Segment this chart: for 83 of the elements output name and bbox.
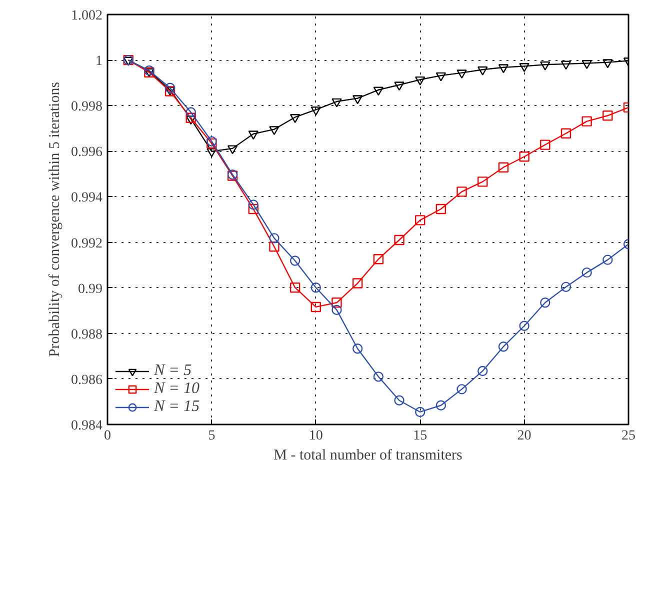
point (436, 400, 446, 410)
point (186, 107, 196, 118)
y-tick-label: 0.998 (71, 100, 102, 115)
point (394, 395, 404, 406)
point (560, 60, 572, 70)
x-tick-label: 25 (622, 428, 636, 444)
point (602, 110, 613, 121)
y-tick-label: 1 (96, 54, 102, 70)
x-tick-label: 0 (104, 428, 111, 444)
point (206, 138, 217, 149)
y-tick-label: 0.988 (71, 327, 102, 342)
point (186, 112, 196, 124)
point (582, 60, 592, 70)
legend-label: N = 5 (154, 362, 192, 380)
point (602, 254, 613, 265)
x-tick-label: 10 (308, 428, 323, 444)
x-tick-label: 5 (208, 428, 216, 444)
legend-label: N = 10 (154, 380, 200, 398)
point (290, 282, 300, 293)
y-tick-label: 0.994 (71, 190, 102, 206)
point (498, 64, 509, 74)
point (478, 366, 488, 376)
x-tick-label: 20 (517, 428, 532, 444)
point (560, 282, 572, 292)
point (498, 162, 509, 172)
point (227, 145, 238, 154)
point (332, 98, 342, 108)
x-tick-label: 15 (413, 428, 428, 444)
point (582, 116, 592, 126)
point (206, 136, 217, 146)
y-tick-label: 1.002 (71, 8, 102, 24)
point (415, 215, 426, 226)
point (352, 344, 363, 354)
point (394, 234, 404, 246)
point (269, 126, 280, 136)
point (373, 86, 384, 96)
point (456, 186, 467, 197)
legend-label: N = 15 (154, 398, 200, 416)
point (310, 106, 321, 116)
point (602, 59, 613, 68)
x-axis-title: M - total number of transmiters (274, 448, 463, 464)
point (540, 298, 550, 308)
point (269, 242, 280, 252)
point (248, 204, 258, 214)
y-tick-label: 0.99 (78, 282, 102, 297)
point (540, 61, 550, 70)
point (436, 204, 446, 214)
point (519, 320, 530, 331)
y-tick-label: 0.996 (71, 145, 102, 160)
point (248, 200, 258, 210)
point (332, 298, 342, 308)
point (415, 76, 426, 86)
point (352, 278, 363, 288)
point (519, 152, 530, 162)
point (164, 82, 176, 93)
point (373, 254, 384, 264)
point (436, 72, 446, 82)
y-tick-label: 0.984 (71, 418, 102, 434)
point (290, 114, 300, 124)
point (332, 304, 342, 316)
point (456, 70, 467, 79)
point (310, 302, 321, 312)
point (582, 267, 592, 278)
point (206, 148, 217, 158)
point (310, 282, 321, 293)
y-tick-label: 0.986 (71, 372, 102, 388)
y-axis-title: Probability of convergence within 5 iterations (47, 82, 63, 358)
point (415, 406, 426, 418)
point (478, 176, 488, 187)
point (456, 384, 467, 394)
point (248, 130, 258, 140)
point (269, 233, 280, 244)
point (519, 63, 530, 72)
point (498, 342, 509, 352)
y-tick-label: 0.992 (71, 236, 102, 252)
point (373, 372, 384, 382)
point (290, 256, 300, 266)
point (394, 82, 404, 91)
point (186, 116, 196, 125)
point (540, 140, 550, 150)
point (560, 128, 572, 138)
point (352, 95, 363, 104)
point (478, 66, 488, 76)
